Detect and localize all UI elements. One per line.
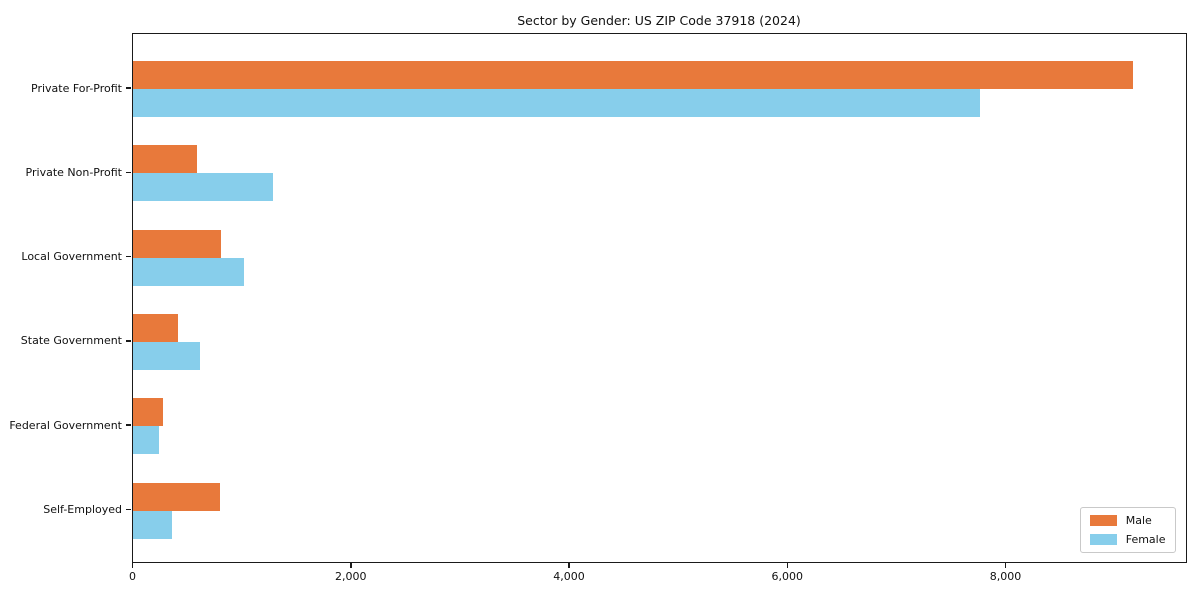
bar-female-self-employed <box>132 510 172 539</box>
x-axis-tick <box>568 563 570 568</box>
x-axis-tick-label-8-000: 8,000 <box>989 570 1022 583</box>
y-axis-tick <box>126 87 131 89</box>
y-axis-tick <box>126 255 131 258</box>
x-axis-tick <box>786 563 789 568</box>
x-axis-tick-label-0: 0 <box>129 570 136 583</box>
legend-item-female: Female <box>1089 533 1166 546</box>
plot-area: Male Female <box>131 33 1187 563</box>
bar-male-private-for-profit <box>132 61 1134 89</box>
x-axis-tick-label-2-000: 2,000 <box>335 570 367 583</box>
legend-label-male: Male <box>1125 514 1152 527</box>
bar-male-local-government <box>132 229 221 258</box>
bar-female-private-non-profit <box>132 173 274 202</box>
x-axis-tick <box>131 563 134 568</box>
bar-male-self-employed <box>132 482 220 511</box>
y-axis-tick <box>126 424 131 426</box>
y-axis-tick <box>126 171 131 174</box>
x-axis-tick-label-4-000: 4,000 <box>553 570 585 583</box>
x-axis-tick <box>1004 563 1007 568</box>
bar-male-state-government <box>132 313 179 342</box>
y-axis-label-federal-government: Federal Government <box>9 418 122 432</box>
y-axis-label-private-non-profit: Private Non-Profit <box>25 165 122 179</box>
x-axis-tick <box>350 563 352 568</box>
y-axis-label-private-for-profit: Private For-Profit <box>31 81 122 95</box>
y-axis-tick <box>126 340 131 342</box>
bar-female-federal-government <box>132 426 159 455</box>
bar-male-private-non-profit <box>132 145 197 174</box>
chart-title: Sector by Gender: US ZIP Code 37918 (202… <box>517 13 801 28</box>
y-axis-label-local-government: Local Government <box>21 250 122 264</box>
bar-female-state-government <box>132 341 201 370</box>
x-axis-tick-label-6-000: 6,000 <box>771 570 804 583</box>
legend-swatch-male <box>1089 515 1117 526</box>
bar-female-local-government <box>132 257 244 286</box>
y-axis-label-state-government: State Government <box>20 334 122 348</box>
bar-male-federal-government <box>132 398 164 427</box>
y-axis-label-self-employed: Self-Employed <box>43 503 122 516</box>
legend-label-female: Female <box>1125 533 1166 546</box>
legend-item-male: Male <box>1089 514 1166 527</box>
legend-swatch-female <box>1089 534 1117 545</box>
y-axis-tick <box>126 508 131 511</box>
legend: Male Female <box>1079 507 1176 553</box>
bar-female-private-for-profit <box>132 89 981 117</box>
